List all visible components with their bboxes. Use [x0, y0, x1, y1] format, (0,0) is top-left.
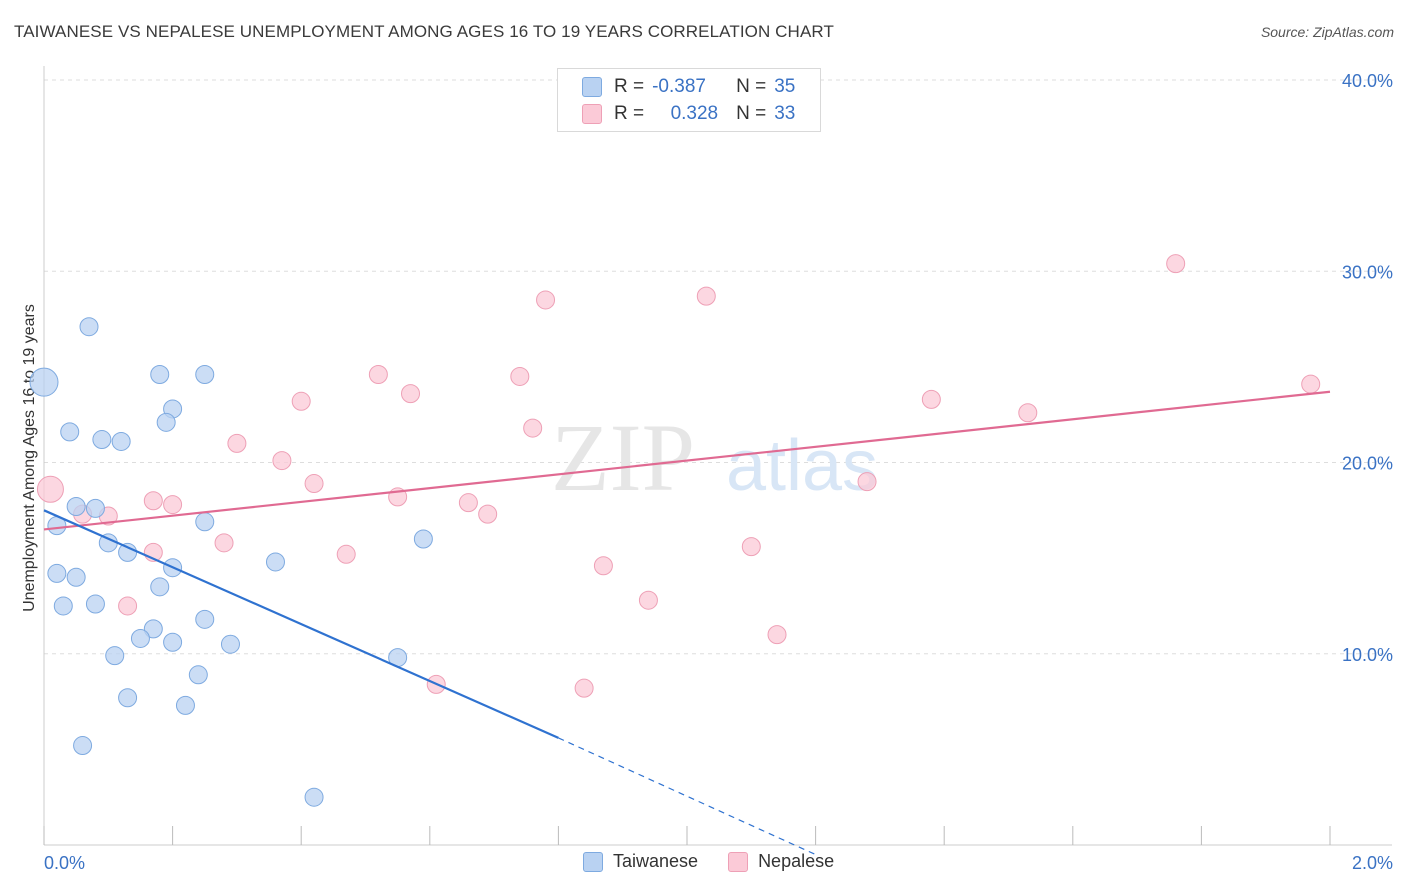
legend-row-nepalese: R = 0.328 N = 33	[582, 102, 795, 126]
taiwanese-point	[105, 646, 125, 666]
taiwanese-point	[130, 628, 150, 648]
r-value-nepalese: 0.328	[670, 103, 719, 124]
taiwanese-trend-extension	[558, 737, 816, 856]
nepalese-point	[143, 491, 163, 511]
taiwanese-point	[92, 430, 112, 450]
legend-item-taiwanese: Taiwanese	[583, 851, 698, 872]
taiwanese-swatch	[582, 77, 602, 97]
taiwanese-point	[143, 619, 163, 639]
nepalese-point	[1018, 403, 1038, 423]
source-label: Source: ZipAtlas.com	[1260, 24, 1394, 40]
nepalese-point	[1301, 374, 1321, 394]
taiwanese-point	[150, 365, 170, 385]
n-label: N =	[736, 76, 767, 97]
nepalese-point	[304, 474, 324, 494]
y-tick-label: 40.0%	[1342, 71, 1393, 91]
chart-title: TAIWANESE VS NEPALESE UNEMPLOYMENT AMONG…	[14, 22, 834, 41]
nepalese-point	[291, 391, 311, 411]
taiwanese-swatch	[583, 851, 603, 872]
taiwanese-point	[118, 542, 138, 562]
nepalese-point	[36, 475, 64, 503]
nepalese-point	[478, 504, 498, 524]
legend-item-nepalese: Nepalese	[728, 851, 834, 872]
nepalese-point	[458, 493, 478, 513]
gridlines	[44, 79, 1392, 655]
series-legend: Taiwanese Nepalese	[583, 851, 864, 872]
legend-label-nepalese: Nepalese	[758, 851, 835, 871]
nepalese-point	[741, 537, 761, 557]
tick-labels: 10.0% 20.0% 30.0% 40.0% 0.0% 2.0%	[44, 71, 1393, 873]
legend-label-taiwanese: Taiwanese	[613, 851, 699, 871]
nepalese-points	[36, 254, 1321, 698]
r-label: R =	[614, 76, 645, 97]
watermark-zip: ZIP	[551, 404, 695, 511]
taiwanese-point	[66, 496, 86, 516]
taiwanese-point	[304, 787, 324, 807]
taiwanese-point	[265, 552, 285, 572]
nepalese-point	[336, 544, 356, 564]
taiwanese-point	[188, 665, 208, 685]
taiwanese-point	[195, 512, 215, 532]
nepalese-trend-line	[43, 390, 1331, 531]
y-tick-label: 30.0%	[1342, 262, 1393, 282]
y-tick-label: 10.0%	[1342, 645, 1393, 665]
nepalese-point	[227, 433, 247, 453]
watermark-atlas: atlas	[726, 426, 878, 506]
stats-legend: R = -0.387 N = 35 R = 0.328 N = 33	[557, 68, 821, 132]
nepalese-point	[368, 365, 388, 385]
nepalese-point	[401, 384, 421, 404]
taiwanese-point	[73, 736, 93, 756]
nepalese-point	[638, 590, 658, 610]
y-tick-label: 20.0%	[1342, 454, 1393, 474]
nepalese-point	[536, 290, 556, 310]
nepalese-swatch	[582, 104, 602, 124]
nepalese-point	[163, 495, 183, 515]
taiwanese-point	[79, 317, 99, 337]
taiwanese-point	[111, 431, 131, 451]
taiwanese-point	[163, 632, 183, 652]
taiwanese-point	[53, 596, 73, 616]
taiwanese-point	[29, 367, 59, 397]
taiwanese-point	[195, 609, 215, 629]
taiwanese-point	[118, 688, 138, 708]
nepalese-point	[118, 596, 138, 616]
trend-lines	[43, 390, 1331, 856]
nepalese-point	[272, 451, 292, 471]
n-label: N =	[736, 103, 767, 124]
taiwanese-points	[29, 317, 433, 807]
zipatlas-watermark: ZIP atlas	[551, 404, 878, 511]
taiwanese-point	[85, 498, 105, 518]
nepalese-point	[214, 533, 234, 553]
nepalese-point	[523, 418, 543, 438]
r-value-taiwanese: -0.387	[652, 76, 706, 97]
nepalese-point	[574, 678, 594, 698]
taiwanese-point	[175, 695, 195, 715]
taiwanese-point	[150, 577, 170, 597]
taiwanese-trend-line	[43, 509, 559, 739]
taiwanese-point	[66, 567, 86, 587]
taiwanese-point	[220, 634, 240, 654]
nepalese-point	[767, 625, 787, 645]
nepalese-point	[857, 472, 877, 492]
nepalese-point	[696, 286, 716, 306]
taiwanese-point	[195, 365, 215, 385]
nepalese-point	[1166, 254, 1186, 274]
axes	[43, 66, 1392, 846]
x-tick-label: 2.0%	[1352, 853, 1393, 873]
legend-row-taiwanese: R = -0.387 N = 35	[582, 75, 795, 99]
taiwanese-point	[47, 563, 67, 583]
n-value-taiwanese: 35	[774, 76, 796, 97]
nepalese-swatch	[728, 851, 749, 872]
n-value-nepalese: 33	[774, 103, 796, 124]
taiwanese-point	[156, 412, 176, 432]
nepalese-point	[593, 556, 613, 576]
nepalese-point	[510, 366, 530, 386]
taiwanese-point	[413, 529, 433, 549]
r-label: R =	[614, 103, 645, 124]
nepalese-point	[921, 389, 941, 409]
taiwanese-point	[60, 422, 80, 442]
x-tick-label: 0.0%	[44, 853, 85, 873]
taiwanese-point	[85, 594, 105, 614]
